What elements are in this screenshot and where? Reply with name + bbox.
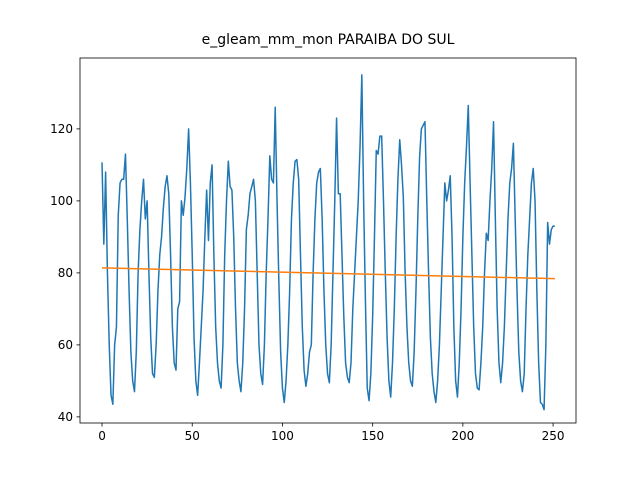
plot-area bbox=[101, 74, 555, 411]
data-line bbox=[101, 74, 555, 411]
x-tick-label: 100 bbox=[271, 429, 294, 443]
y-tick-label: 60 bbox=[58, 338, 73, 352]
y-tick-label: 120 bbox=[50, 122, 73, 136]
x-tick-label: 0 bbox=[98, 429, 106, 443]
x-tick-label: 250 bbox=[542, 429, 565, 443]
y-tick-label: 80 bbox=[58, 266, 73, 280]
axes-frame bbox=[79, 57, 577, 424]
data-line bbox=[101, 267, 555, 280]
y-tick-label: 100 bbox=[50, 194, 73, 208]
chart-title: e_gleam_mm_mon PARAIBA DO SUL bbox=[202, 32, 455, 48]
x-tick-label: 200 bbox=[451, 429, 474, 443]
x-tick-label: 50 bbox=[185, 429, 200, 443]
y-tick-label: 40 bbox=[58, 410, 73, 424]
x-tick-label: 150 bbox=[361, 429, 384, 443]
